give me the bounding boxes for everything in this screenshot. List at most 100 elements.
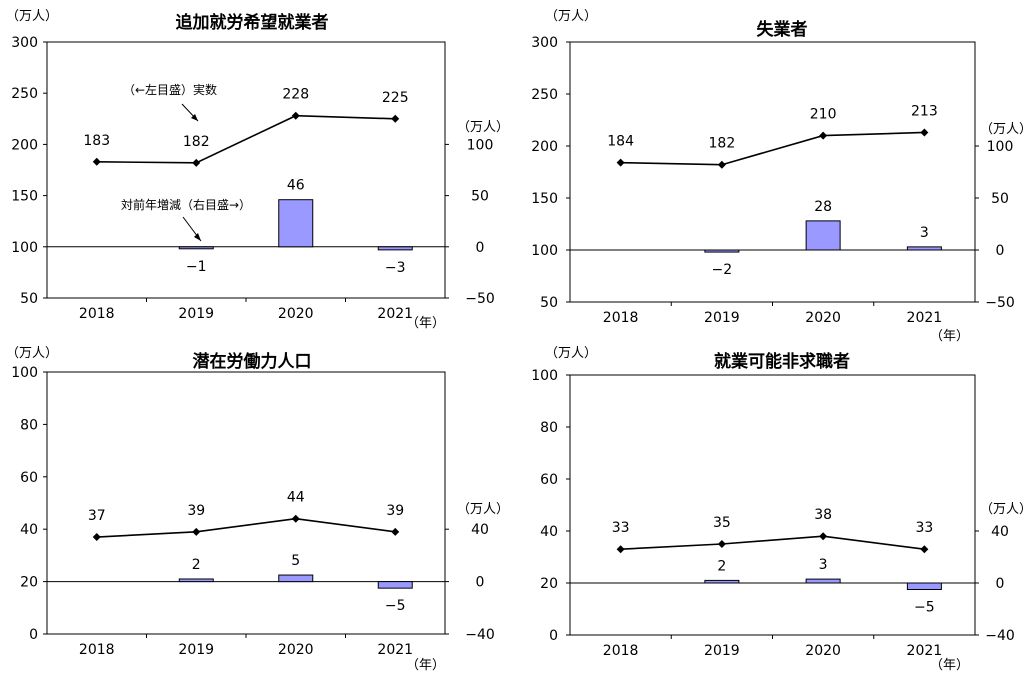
- chart4-line-label-2020: 38: [814, 507, 832, 523]
- chart2-x-tick-label: 2018: [603, 310, 639, 326]
- chart1-x-tick-label: 2021: [377, 306, 413, 322]
- chart4-line-point-2019: [717, 540, 726, 548]
- chart2-right-unit-label: （万人）: [980, 122, 1032, 137]
- chart4-left-tick-label: 0: [549, 628, 558, 644]
- chart1-line-point-2020: [291, 111, 300, 120]
- chart1-line-label-2021: 225: [382, 90, 409, 106]
- chart4-x-tick-label: 2020: [805, 643, 841, 659]
- chart2-left-tick-label: 150: [531, 191, 558, 207]
- chart4-left-tick-label: 20: [540, 576, 558, 592]
- chart1-annotation-actual: （←左目盛）実数: [123, 82, 217, 97]
- chart3-right-tick-label: −40: [465, 627, 495, 643]
- chart4-x-tick-label: 2021: [907, 643, 943, 659]
- chart3-line-point-2021: [391, 527, 400, 536]
- chart3-left-unit-label: （万人）: [6, 346, 58, 361]
- chart4-left-tick-label: 80: [540, 420, 558, 436]
- chart1-annotation-change-arrowhead: [194, 233, 201, 241]
- chart4-line-label-2021: 33: [915, 520, 933, 536]
- chart3-bar-label-2019: 2: [192, 557, 201, 573]
- chart4-bar-label-2019: 2: [717, 558, 726, 574]
- chart2-line-point-2019: [717, 160, 726, 169]
- chart4-left-tick-label: 40: [540, 524, 558, 540]
- chart3-plot-frame: [46, 371, 446, 635]
- chart4-plot-frame: [569, 374, 976, 636]
- chart2-line-label-2019: 182: [709, 136, 736, 152]
- chart1-left-unit-label: （万人）: [6, 9, 58, 24]
- chart3-bar-2020: [278, 574, 314, 583]
- chart1-bar-2020: [278, 199, 314, 248]
- chart2-left-tick-label: 300: [531, 35, 558, 51]
- chart4-bar-label-2020: 3: [819, 557, 828, 573]
- chart1-line-point-2021: [391, 114, 400, 123]
- chart4-right-unit-label: （万人）: [980, 502, 1032, 517]
- chart2-right-tick-label: 100: [987, 139, 1014, 155]
- chart1-right-unit-label: （万人）: [457, 120, 509, 135]
- chart1-x-tick-label: 2019: [178, 306, 214, 322]
- chart1-bar-label-2019: −1: [186, 259, 207, 275]
- chart4-right-tick-label: 0: [996, 576, 1005, 592]
- chart1-x-tick-label: 2020: [278, 306, 314, 322]
- chart2-left-unit-label: （万人）: [545, 9, 597, 24]
- chart3-x-tick-label: 2019: [178, 642, 214, 658]
- chart3-line-label-2020: 44: [287, 490, 305, 506]
- chart4-bar-2020: [805, 578, 841, 584]
- chart2-bar-2021: [906, 246, 942, 251]
- chart1-right-tick-label: 0: [476, 240, 485, 256]
- chart1-annotation-actual-arrowhead: [191, 114, 198, 121]
- chart3-bar-label-2021: −5: [385, 598, 406, 614]
- chart3-left-tick-label: 0: [29, 627, 38, 643]
- chart1-line-label-2019: 182: [183, 134, 210, 150]
- chart4-bar-2019: [704, 579, 740, 584]
- chart1-bar-2021: [377, 246, 413, 251]
- chart3-left-tick-label: 20: [20, 575, 38, 591]
- chart2-bar-label-2021: 3: [920, 225, 929, 241]
- chart4-line-point-2021: [920, 545, 929, 554]
- chart1-annotation-change: 対前年増減（右目盛→）: [121, 197, 251, 212]
- chart4-line-series: [620, 535, 925, 550]
- chart2-x-tick-label: 2020: [805, 310, 841, 326]
- chart2-year-unit-label: （年）: [930, 329, 969, 344]
- chart2-left-tick-label: 100: [531, 243, 558, 259]
- chart1-x-tick-label: 2018: [79, 306, 115, 322]
- chart2-right-tick-label: −50: [985, 295, 1015, 311]
- chart4-bar-2021: [906, 582, 942, 590]
- chart2-line-label-2020: 210: [810, 107, 837, 123]
- chart3-left-tick-label: 100: [11, 365, 38, 381]
- chart3-bar-label-2020: 5: [291, 553, 300, 569]
- chart4-title: 就業可能非求職者: [714, 351, 850, 372]
- chart4-x-tick-label: 2018: [603, 643, 639, 659]
- chart3-right-tick-label: 40: [471, 522, 489, 538]
- chart4-left-tick-label: 60: [540, 472, 558, 488]
- chart2-left-tick-label: 250: [531, 87, 558, 103]
- chart3-left-tick-label: 60: [20, 470, 38, 486]
- chart4-x-tick-label: 2019: [704, 643, 740, 659]
- chart3-line-point-2020: [291, 514, 300, 523]
- chart2-line-point-2021: [920, 128, 929, 137]
- chart3-left-tick-label: 80: [20, 417, 38, 433]
- chart2-line-point-2018: [616, 158, 625, 167]
- chart3-line-label-2021: 39: [386, 503, 404, 519]
- chart1-bar-label-2021: −3: [385, 260, 406, 276]
- chart1-bar-label-2020: 46: [287, 178, 305, 194]
- chart3-year-unit-label: （年）: [406, 658, 445, 673]
- chart2-bar-2020: [805, 220, 841, 251]
- chart2-bar-label-2020: 28: [814, 199, 832, 215]
- chart1-line-label-2020: 228: [282, 87, 309, 103]
- chart1-left-tick-label: 250: [11, 86, 38, 102]
- chart1-left-tick-label: 50: [20, 291, 38, 307]
- chart3-line-point-2018: [92, 533, 101, 542]
- chart1-left-tick-label: 150: [11, 189, 38, 205]
- chart2-x-tick-label: 2021: [907, 310, 943, 326]
- chart1-right-tick-label: 50: [471, 189, 489, 205]
- chart3-left-tick-label: 40: [20, 522, 38, 538]
- chart4-bar-label-2021: −5: [914, 600, 935, 616]
- chart1-line-series: [96, 114, 396, 164]
- chart4-left-unit-label: （万人）: [545, 346, 597, 361]
- chart2-right-tick-label: 50: [991, 191, 1009, 207]
- chart3-line-label-2019: 39: [187, 503, 205, 519]
- chart3-right-unit-label: （万人）: [457, 502, 509, 517]
- chart2-x-tick-label: 2019: [704, 310, 740, 326]
- chart4-line-label-2018: 33: [612, 520, 630, 536]
- chart1-left-tick-label: 300: [11, 35, 38, 51]
